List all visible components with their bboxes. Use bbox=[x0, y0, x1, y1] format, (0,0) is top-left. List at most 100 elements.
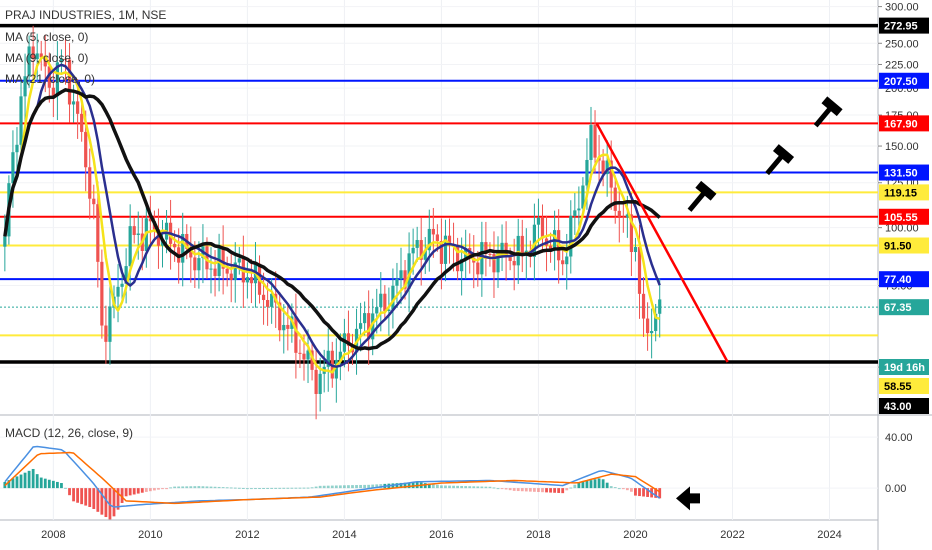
candle-body bbox=[306, 350, 310, 360]
macd-hist-bar bbox=[250, 488, 253, 490]
macd-hist-bar bbox=[403, 482, 407, 489]
macd-hist-bar bbox=[15, 476, 19, 489]
candle-body bbox=[435, 234, 439, 241]
macd-hist-bar bbox=[634, 488, 637, 496]
candle-body bbox=[500, 242, 504, 251]
candle-body bbox=[387, 309, 391, 311]
macd-hist-bar bbox=[136, 488, 140, 494]
candle-body bbox=[245, 277, 249, 283]
candle-body bbox=[298, 352, 302, 354]
macd-hist-bar bbox=[407, 482, 411, 489]
macd-hist-bar bbox=[613, 487, 617, 489]
candle-body bbox=[181, 233, 185, 263]
macd-hist-bar bbox=[254, 488, 257, 490]
candle-body bbox=[205, 246, 209, 270]
macd-hist-bar bbox=[658, 488, 662, 499]
macd-hist-bar bbox=[229, 487, 233, 489]
macd-hist-bar bbox=[96, 488, 100, 512]
candle-body bbox=[358, 323, 363, 329]
price-label-bg bbox=[879, 237, 929, 254]
candle-body bbox=[561, 260, 565, 265]
candle-body bbox=[585, 159, 589, 186]
candle-body bbox=[512, 260, 516, 266]
price-label: 58.55 bbox=[884, 381, 912, 393]
macd-hist-bar bbox=[516, 488, 520, 492]
macd-hist-bar bbox=[484, 486, 488, 489]
price-label-bg bbox=[879, 398, 929, 414]
candle-body bbox=[565, 256, 569, 265]
gavel-handle bbox=[765, 155, 784, 176]
x-tick-label: 2022 bbox=[720, 529, 744, 541]
candle-body bbox=[31, 46, 35, 60]
candle-body bbox=[609, 160, 613, 188]
macd-hist-bar bbox=[565, 488, 569, 491]
candle-body bbox=[379, 293, 383, 308]
ma-line bbox=[3, 88, 661, 351]
candle-body bbox=[173, 243, 177, 248]
x-tick-label: 2024 bbox=[817, 529, 841, 541]
candle-body bbox=[476, 262, 480, 275]
macd-hist-bar bbox=[100, 488, 104, 515]
price-label-bg bbox=[879, 184, 929, 201]
candle-body bbox=[447, 235, 452, 245]
candle-body bbox=[229, 273, 233, 280]
macd-hist-bar bbox=[472, 486, 476, 489]
macd-hist-bar bbox=[504, 488, 508, 490]
macd-hist-bar bbox=[221, 487, 225, 489]
candle-body bbox=[605, 160, 609, 175]
ma-line bbox=[3, 63, 661, 368]
macd-hist-bar bbox=[177, 486, 181, 489]
macd-hist-bar bbox=[537, 488, 540, 492]
candle-body bbox=[148, 218, 152, 222]
macd-hist-bar bbox=[19, 474, 23, 489]
price-label-bg bbox=[879, 299, 929, 316]
macd-hist-bar bbox=[124, 488, 128, 497]
macd-hist-bar bbox=[545, 488, 548, 493]
candle-body bbox=[484, 242, 488, 254]
candle-body bbox=[67, 59, 72, 105]
candle-body bbox=[270, 293, 274, 307]
macd-hist-bar bbox=[496, 488, 500, 490]
candle-body bbox=[645, 318, 650, 334]
macd-hist-bar bbox=[217, 486, 221, 489]
macd-hist-bar bbox=[435, 484, 439, 489]
macd-tick-label: 40.00 bbox=[885, 432, 913, 444]
macd-hist-bar bbox=[241, 487, 245, 489]
macd-hist-bar bbox=[92, 488, 96, 509]
candle-body bbox=[71, 101, 76, 105]
candle-body bbox=[391, 285, 395, 310]
macd-hist-bar bbox=[181, 486, 185, 489]
candle-body bbox=[415, 240, 419, 248]
candle-body bbox=[407, 253, 411, 289]
candle-body bbox=[516, 235, 520, 266]
candle-body bbox=[650, 331, 654, 334]
gavel-icon bbox=[687, 180, 717, 212]
candle-body bbox=[633, 247, 638, 253]
macd-tick-label: 0.00 bbox=[885, 483, 906, 495]
macd-hist-bar bbox=[213, 486, 217, 489]
macd-hist-bar bbox=[116, 488, 120, 510]
macd-hist-bar bbox=[173, 486, 177, 489]
candle-body bbox=[581, 185, 585, 209]
macd-hist-bar bbox=[282, 487, 286, 489]
candle-body bbox=[625, 214, 629, 218]
macd-hist-bar bbox=[630, 488, 633, 492]
macd-hist-bar bbox=[262, 487, 265, 489]
arrow-left-icon bbox=[676, 486, 700, 511]
candle-body bbox=[621, 216, 625, 218]
candle-body bbox=[197, 258, 201, 271]
candle-body bbox=[532, 224, 536, 257]
candle-body bbox=[294, 316, 298, 353]
candle-body bbox=[266, 300, 270, 307]
macd-hist-bar bbox=[11, 478, 15, 489]
macd-hist-bar bbox=[593, 479, 597, 489]
x-tick-label: 2020 bbox=[623, 529, 647, 541]
candle-body bbox=[346, 333, 351, 346]
candle-body bbox=[629, 214, 634, 253]
candle-body bbox=[156, 229, 161, 246]
macd-hist-bar bbox=[84, 488, 88, 506]
candle-body bbox=[504, 242, 508, 257]
macd-hist-bar bbox=[108, 488, 112, 520]
